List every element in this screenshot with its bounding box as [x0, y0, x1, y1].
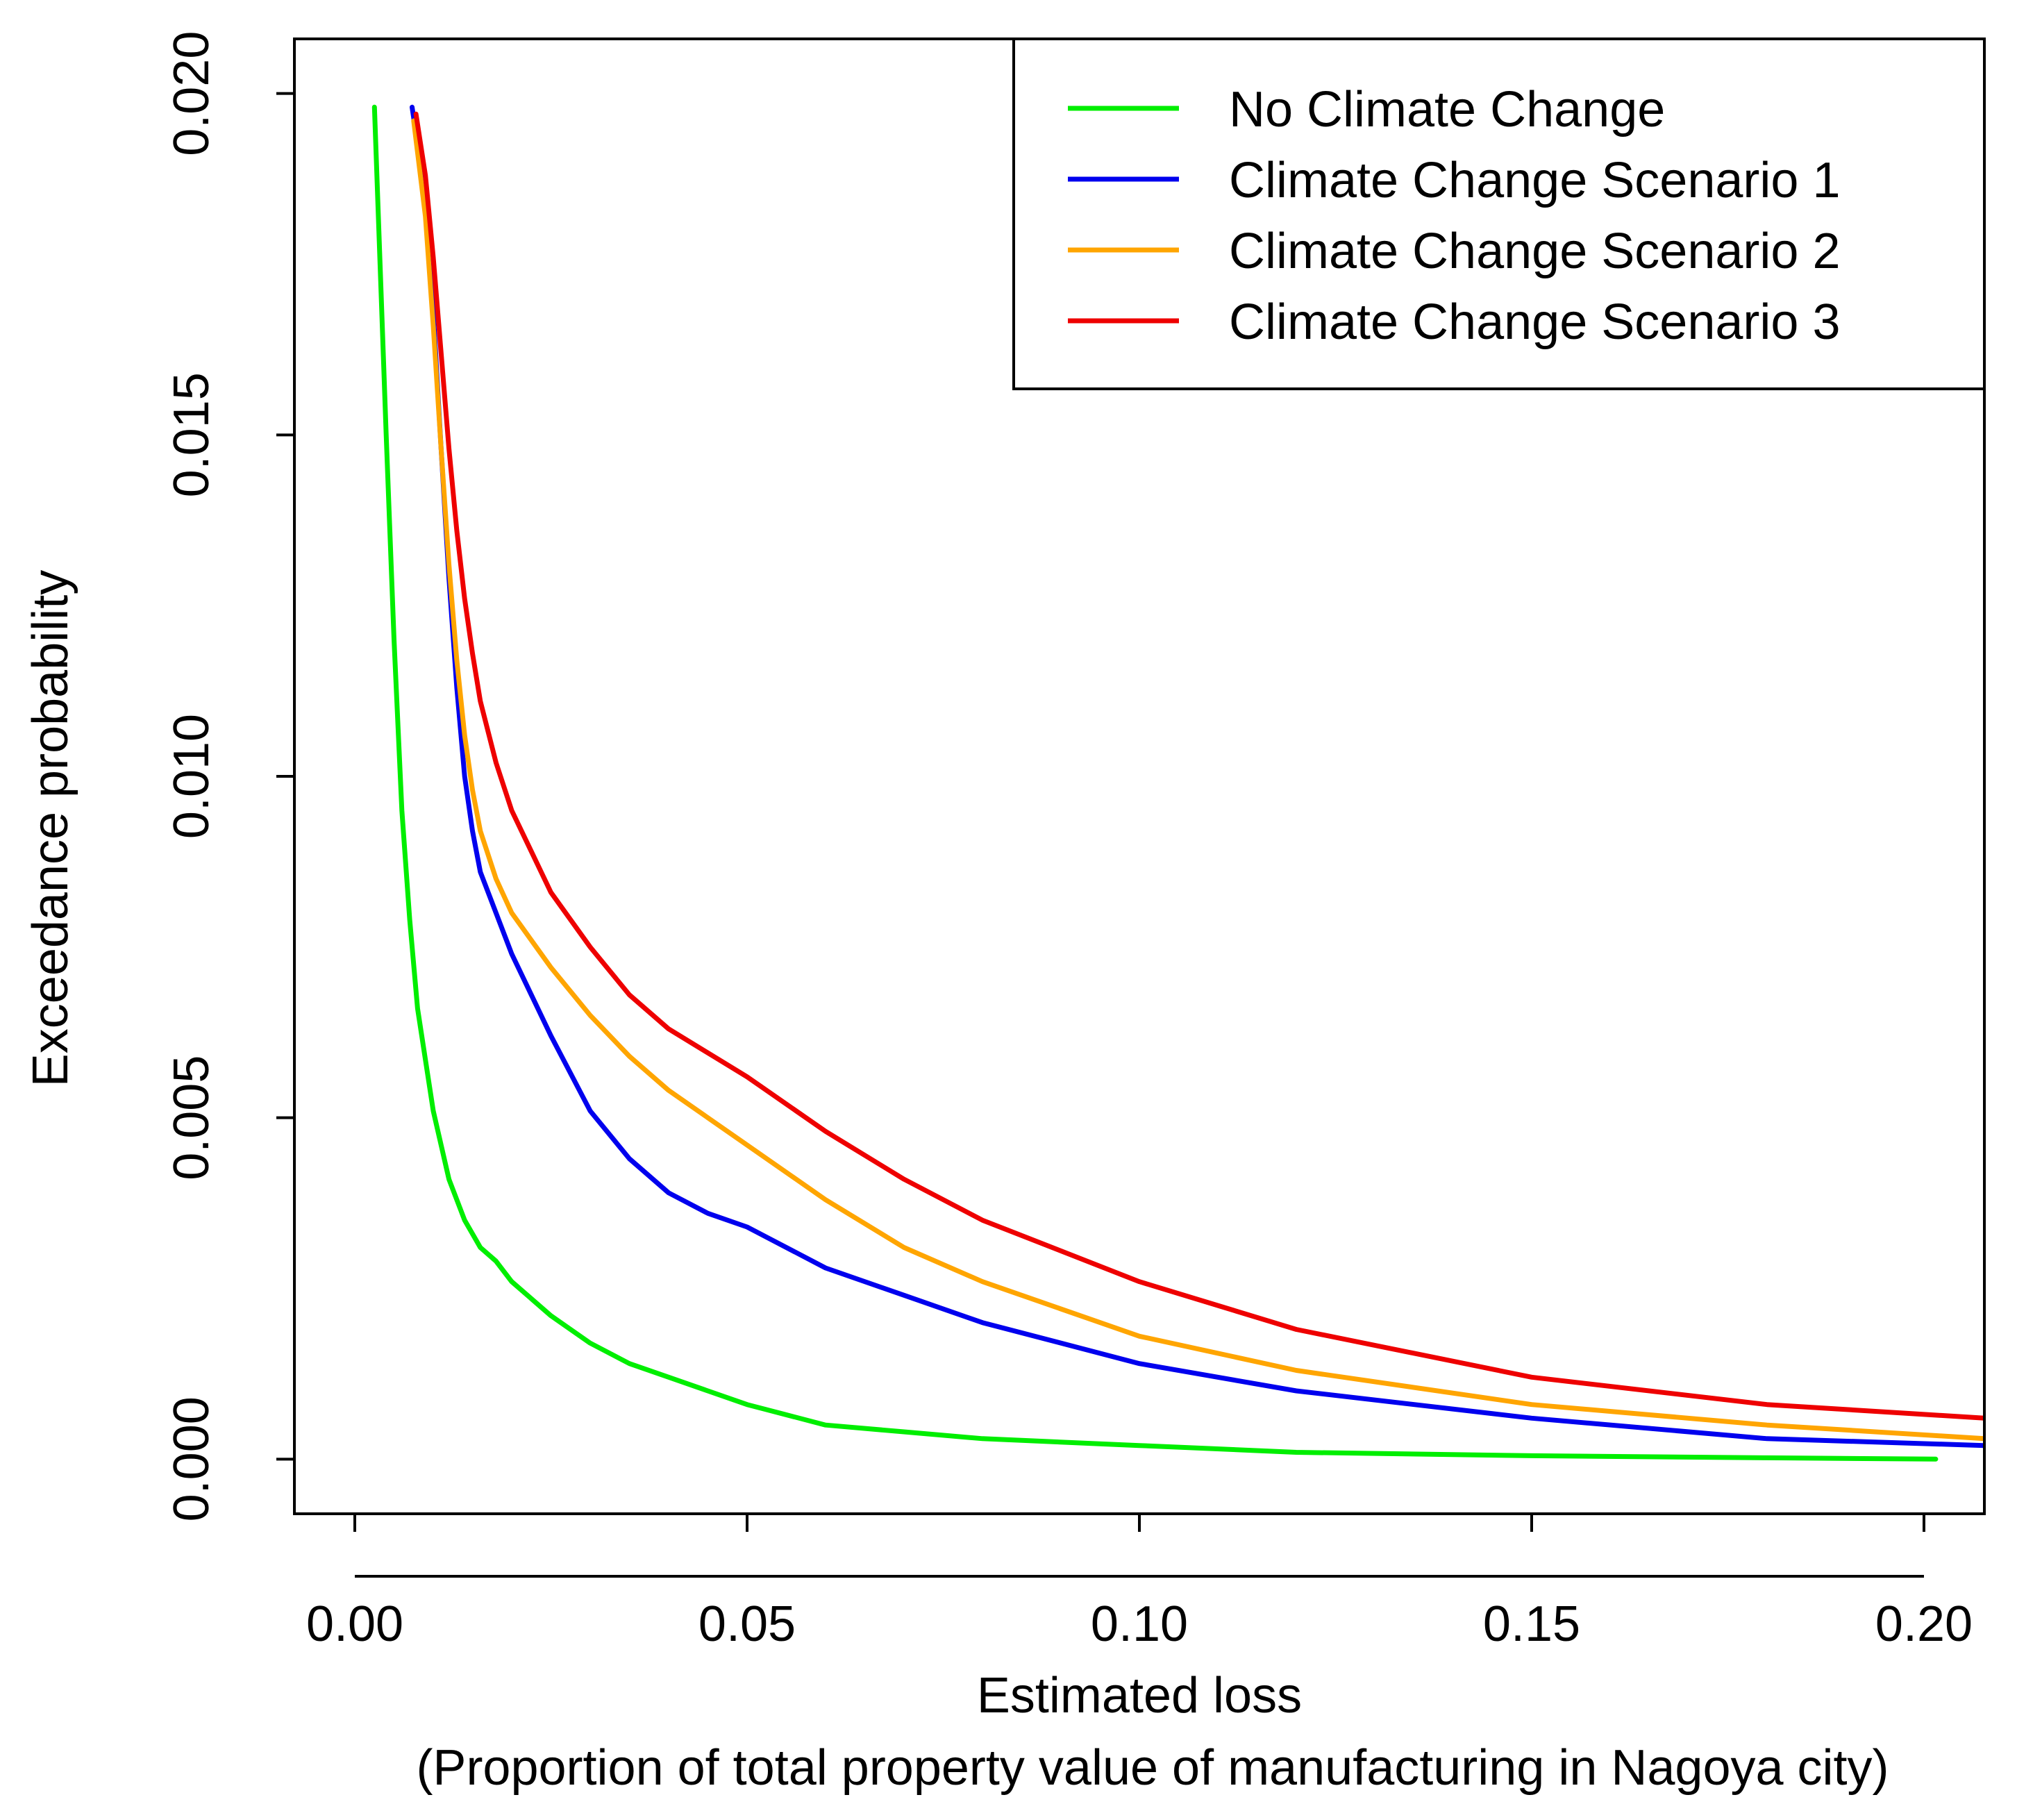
legend: No Climate Change Climate Change Scenario…: [1012, 37, 1986, 390]
y-axis: 0.000 0.005 0.010 0.015 0.020: [164, 31, 294, 1521]
x-axis-subtitle: (Proportion of total property value of m…: [416, 1740, 1889, 1796]
y-tick-label: 0.010: [164, 714, 219, 839]
x-tick-label: 0.10: [1091, 1596, 1188, 1652]
x-tick-label: 0.00: [306, 1596, 403, 1652]
x-axis: 0.00 0.05 0.10 0.15 0.20: [306, 1514, 1973, 1652]
series-line-4: [413, 111, 1984, 1421]
x-tick-label: 0.20: [1875, 1596, 1973, 1652]
legend-label-3: Climate Change Scenario 2: [1229, 224, 1841, 279]
legend-label-2: Climate Change Scenario 1: [1229, 153, 1841, 208]
y-tick-label: 0.000: [164, 1396, 219, 1521]
legend-label-1: No Climate Change: [1229, 82, 1665, 137]
x-tick-label: 0.15: [1483, 1596, 1580, 1652]
y-tick-label: 0.015: [164, 372, 219, 497]
x-axis-title: Estimated loss: [977, 1668, 1302, 1723]
legend-box: [1012, 37, 1986, 390]
legend-label-4: Climate Change Scenario 3: [1229, 294, 1841, 350]
y-tick-label: 0.005: [164, 1055, 219, 1180]
plot-lines: [371, 104, 1984, 1462]
y-axis-title: Exceedance probability: [23, 570, 78, 1087]
y-tick-label: 0.020: [164, 31, 219, 156]
series-line-3: [411, 118, 1984, 1442]
series-line-1: [371, 104, 1939, 1462]
x-tick-label: 0.05: [698, 1596, 796, 1652]
